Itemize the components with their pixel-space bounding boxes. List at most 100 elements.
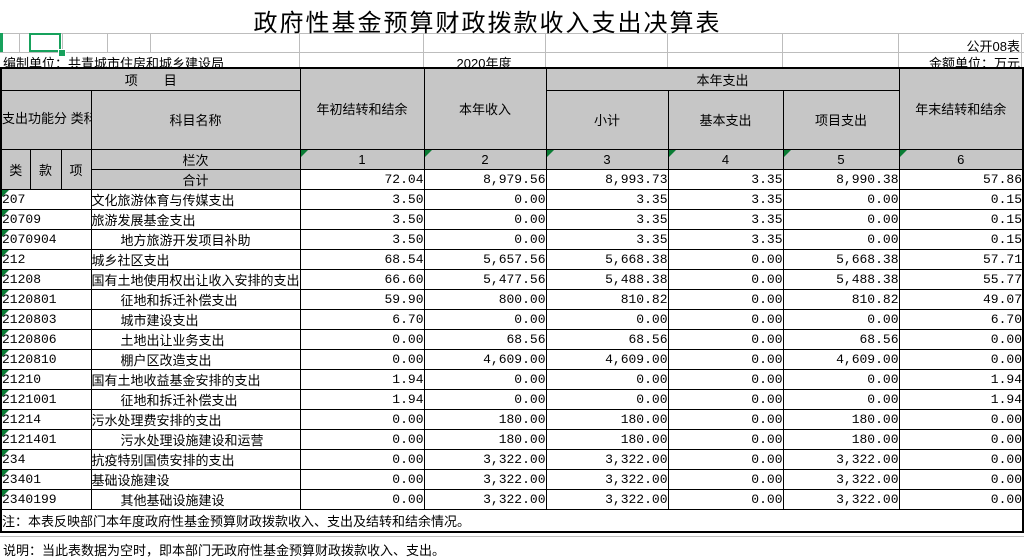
row-value-cell[interactable]: 0.15 (898, 228, 1024, 250)
row-value-cell[interactable]: 0.00 (545, 388, 669, 410)
row-name-cell[interactable]: 征地和拆迁补偿支出 (90, 288, 301, 310)
row-value-cell[interactable]: 0.00 (898, 348, 1024, 370)
row-value-cell[interactable]: 0.00 (782, 188, 900, 210)
column-number-cell[interactable]: 6 (898, 148, 1024, 170)
row-value-cell[interactable]: 3.35 (667, 188, 784, 210)
row-value-cell[interactable]: 0.00 (898, 488, 1024, 510)
row-name-cell[interactable]: 抗疫特别国债安排的支出 (90, 448, 301, 470)
row-code-cell[interactable]: 207 (0, 188, 92, 210)
row-value-cell[interactable]: 3.50 (299, 228, 425, 250)
row-value-cell[interactable]: 0.00 (898, 468, 1024, 490)
row-value-cell[interactable]: 5,668.38 (545, 248, 669, 270)
row-value-cell[interactable]: 0.00 (667, 448, 784, 470)
row-code-cell[interactable]: 2340199 (0, 488, 92, 510)
row-value-cell[interactable]: 0.00 (898, 448, 1024, 470)
row-value-cell[interactable]: 3,322.00 (423, 468, 547, 490)
row-value-cell[interactable]: 0.00 (667, 348, 784, 370)
row-value-cell[interactable]: 3,322.00 (782, 448, 900, 470)
row-value-cell[interactable]: 0.00 (423, 308, 547, 330)
total-value-cell[interactable]: 8,993.73 (545, 168, 669, 190)
row-value-cell[interactable]: 180.00 (545, 428, 669, 450)
row-value-cell[interactable]: 3,322.00 (545, 488, 669, 510)
row-value-cell[interactable]: 3.35 (545, 208, 669, 230)
row-name-cell[interactable]: 文化旅游体育与传媒支出 (90, 188, 301, 210)
row-value-cell[interactable]: 3,322.00 (782, 468, 900, 490)
row-value-cell[interactable]: 0.00 (667, 248, 784, 270)
row-code-cell[interactable]: 21214 (0, 408, 92, 430)
row-value-cell[interactable]: 4,609.00 (545, 348, 669, 370)
row-value-cell[interactable]: 5,477.56 (423, 268, 547, 290)
row-name-cell[interactable]: 污水处理费安排的支出 (90, 408, 301, 430)
row-value-cell[interactable]: 0.00 (423, 228, 547, 250)
header-basic-expense[interactable]: 基本支出 (667, 89, 784, 150)
row-code-cell[interactable]: 2120806 (0, 328, 92, 350)
row-code-cell[interactable]: 2120801 (0, 288, 92, 310)
total-value-cell[interactable]: 3.35 (667, 168, 784, 190)
row-name-cell[interactable]: 地方旅游开发项目补助 (90, 228, 301, 250)
row-value-cell[interactable]: 810.82 (545, 288, 669, 310)
row-value-cell[interactable]: 0.00 (667, 288, 784, 310)
row-name-cell[interactable]: 旅游发展基金支出 (90, 208, 301, 230)
row-value-cell[interactable]: 5,488.38 (782, 268, 900, 290)
row-value-cell[interactable]: 1.94 (299, 388, 425, 410)
row-value-cell[interactable]: 3.50 (299, 208, 425, 230)
row-value-cell[interactable]: 0.00 (898, 328, 1024, 350)
row-value-cell[interactable]: 0.00 (898, 408, 1024, 430)
row-value-cell[interactable]: 0.00 (299, 408, 425, 430)
row-code-cell[interactable]: 212 (0, 248, 92, 270)
row-value-cell[interactable]: 49.07 (898, 288, 1024, 310)
row-name-cell[interactable]: 污水处理设施建设和运营 (90, 428, 301, 450)
row-value-cell[interactable]: 68.56 (423, 328, 547, 350)
row-value-cell[interactable]: 3,322.00 (423, 448, 547, 470)
selection-box[interactable] (29, 33, 61, 52)
row-code-cell[interactable]: 20709 (0, 208, 92, 230)
row-value-cell[interactable]: 0.00 (667, 488, 784, 510)
header-column-label[interactable]: 栏次 (90, 148, 301, 170)
row-value-cell[interactable]: 3.35 (667, 228, 784, 250)
row-code-cell[interactable]: 21208 (0, 268, 92, 290)
header-project[interactable]: 项 目 (0, 67, 301, 91)
row-name-cell[interactable]: 棚户区改造支出 (90, 348, 301, 370)
row-value-cell[interactable]: 3.50 (299, 188, 425, 210)
row-value-cell[interactable]: 57.71 (898, 248, 1024, 270)
row-code-cell[interactable]: 2121401 (0, 428, 92, 450)
row-value-cell[interactable]: 1.94 (898, 368, 1024, 390)
row-value-cell[interactable]: 5,668.38 (782, 248, 900, 270)
row-name-cell[interactable]: 城乡社区支出 (90, 248, 301, 270)
row-value-cell[interactable]: 0.15 (898, 188, 1024, 210)
row-value-cell[interactable]: 5,488.38 (545, 268, 669, 290)
column-number-cell[interactable]: 1 (299, 148, 425, 170)
row-value-cell[interactable]: 0.00 (423, 188, 547, 210)
row-value-cell[interactable]: 5,657.56 (423, 248, 547, 270)
row-value-cell[interactable]: 0.00 (667, 368, 784, 390)
row-value-cell[interactable]: 59.90 (299, 288, 425, 310)
row-name-cell[interactable]: 国有土地收益基金安排的支出 (90, 368, 301, 390)
header-subtotal[interactable]: 小计 (545, 89, 669, 150)
row-value-cell[interactable]: 0.00 (423, 388, 547, 410)
row-value-cell[interactable]: 0.00 (545, 368, 669, 390)
total-value-cell[interactable]: 72.04 (299, 168, 425, 190)
header-code[interactable]: 支出功能分 类科目编码 (0, 89, 92, 150)
row-value-cell[interactable]: 0.00 (667, 388, 784, 410)
row-value-cell[interactable]: 0.00 (667, 268, 784, 290)
row-value-cell[interactable]: 180.00 (782, 408, 900, 430)
row-value-cell[interactable]: 55.77 (898, 268, 1024, 290)
column-number-cell[interactable]: 3 (545, 148, 669, 170)
header-project-expense[interactable]: 项目支出 (782, 89, 900, 150)
row-name-cell[interactable]: 土地出让业务支出 (90, 328, 301, 350)
row-code-cell[interactable]: 234 (0, 448, 92, 470)
row-value-cell[interactable]: 0.15 (898, 208, 1024, 230)
row-value-cell[interactable]: 3,322.00 (423, 488, 547, 510)
row-value-cell[interactable]: 0.00 (782, 388, 900, 410)
total-value-cell[interactable]: 8,979.56 (423, 168, 547, 190)
row-value-cell[interactable]: 4,609.00 (423, 348, 547, 370)
row-value-cell[interactable]: 0.00 (667, 308, 784, 330)
row-name-cell[interactable]: 国有土地使用权出让收入安排的支出 (90, 268, 301, 290)
row-value-cell[interactable]: 1.94 (299, 368, 425, 390)
row-value-cell[interactable]: 68.54 (299, 248, 425, 270)
row-value-cell[interactable]: 0.00 (423, 368, 547, 390)
row-value-cell[interactable]: 0.00 (545, 308, 669, 330)
row-value-cell[interactable]: 180.00 (782, 428, 900, 450)
row-value-cell[interactable]: 3,322.00 (545, 448, 669, 470)
row-value-cell[interactable]: 0.00 (667, 428, 784, 450)
